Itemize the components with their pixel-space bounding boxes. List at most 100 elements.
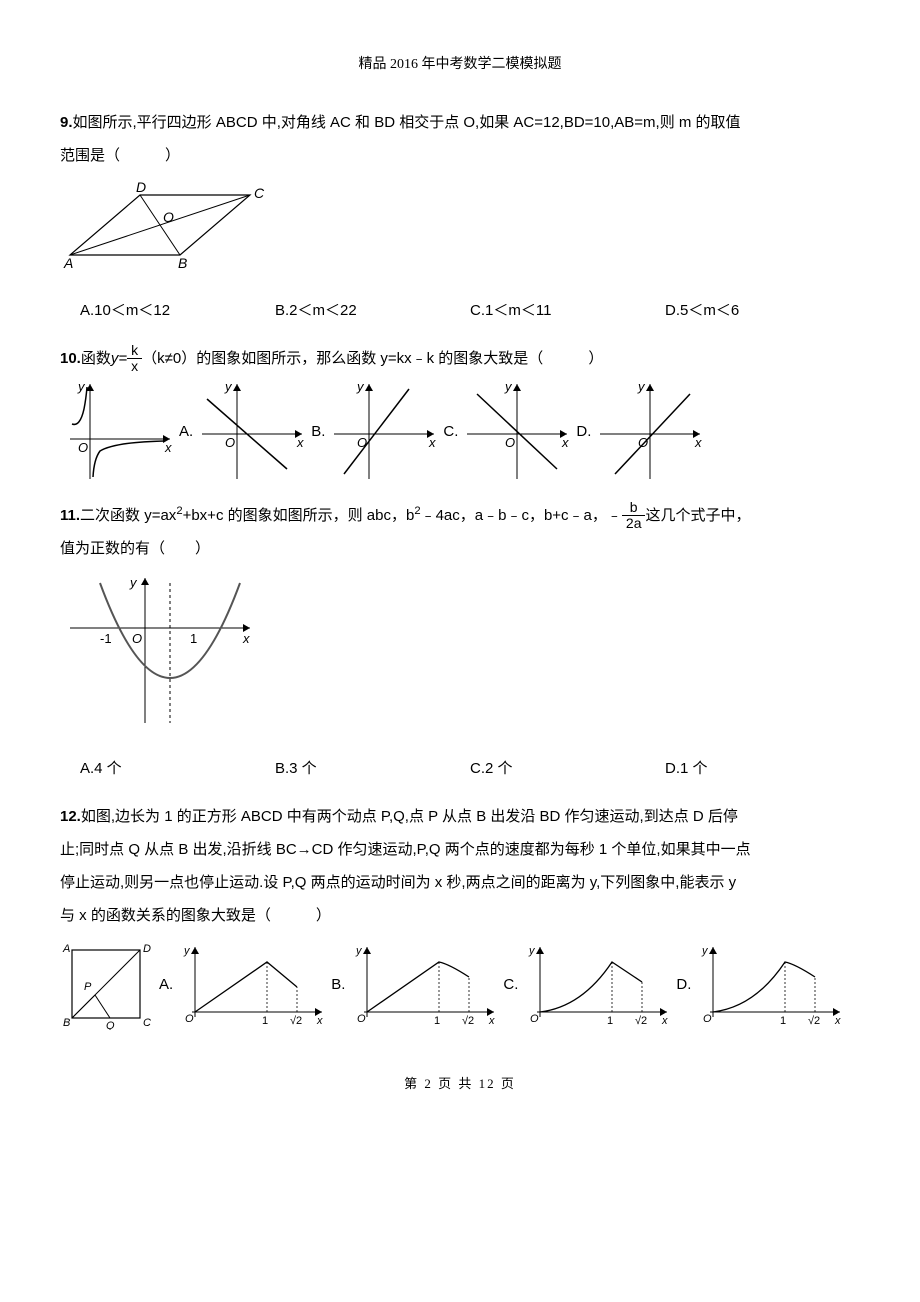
q12-option-d-graph: x y O 1 √2: [695, 942, 845, 1027]
svg-text:x: x: [316, 1015, 323, 1027]
svg-text:P: P: [84, 981, 92, 993]
svg-text:y: y: [356, 379, 365, 394]
q11-option-c: C.2 个: [470, 752, 665, 785]
svg-text:1: 1: [434, 1015, 440, 1027]
q12-line3: 停止运动,则另一点也停止运动.设 P,Q 两点的运动时间为 x 秒,两点之间的距…: [60, 866, 860, 899]
svg-text:O: O: [163, 209, 174, 225]
question-10: 10.函数y=kx（k≠0）的图象如图所示，那么函数 y=kx﹣k 的图象大致是…: [60, 342, 860, 484]
q10-mid: （k≠0）的图象如图所示，那么函数 y=kx﹣k 的图象大致是（ ）: [142, 350, 603, 367]
q12-option-a-graph: x y O 1 √2: [177, 942, 327, 1027]
page-header: 精品 2016 年中考数学二模模拟题: [60, 50, 860, 81]
q11-mid2: ﹣4ac，a﹣b﹣c，b+c﹣a，﹣: [421, 507, 622, 524]
parallelogram-figure: A B C D O: [60, 180, 270, 270]
svg-text:D: D: [136, 180, 146, 195]
q12-number: 12.: [60, 808, 81, 825]
q9-text: 如图所示,平行四边形 ABCD 中,对角线 AC 和 BD 相交于点 O,如果 …: [73, 114, 741, 131]
svg-text:Q: Q: [106, 1020, 115, 1030]
q12-opt-d-label: D.: [676, 968, 691, 1001]
svg-text:D: D: [143, 943, 151, 955]
q10-opt-c-label: C.: [443, 415, 458, 448]
q11-figure: x y O -1 1: [60, 573, 860, 740]
svg-text:1: 1: [780, 1015, 786, 1027]
q11-stem: 11.二次函数 y=ax2+bx+c 的图象如图所示，则 abc，b2﹣4ac，…: [60, 499, 860, 532]
svg-text:O: O: [357, 1013, 366, 1025]
svg-text:O: O: [505, 435, 515, 450]
q11-mid1: +bx+c 的图象如图所示，则 abc，b: [183, 507, 415, 524]
q12-opt-c-label: C.: [503, 968, 518, 1001]
q10-opt-a-label: A.: [179, 415, 193, 448]
svg-text:1: 1: [607, 1015, 613, 1027]
svg-text:y: y: [77, 379, 86, 394]
q12-option-c-graph: x y O 1 √2: [522, 942, 672, 1027]
q12-figures: A D B C P Q A. x y O 1 √2 B.: [60, 940, 860, 1030]
q11-option-b: B.3 个: [275, 752, 470, 785]
q9-option-d: D.5＜m＜6: [665, 294, 860, 327]
svg-text:√2: √2: [635, 1015, 647, 1027]
q10-option-d-graph: x y O: [595, 379, 705, 484]
q9-number: 9.: [60, 114, 73, 131]
svg-text:x: x: [296, 435, 304, 450]
svg-text:O: O: [78, 440, 88, 455]
svg-text:A: A: [62, 943, 70, 955]
svg-text:√2: √2: [290, 1015, 302, 1027]
svg-text:-1: -1: [100, 631, 112, 646]
svg-text:O: O: [357, 435, 367, 450]
q10-opt-d-label: D.: [576, 415, 591, 448]
svg-text:y: y: [637, 379, 646, 394]
q10-option-a-graph: x y O: [197, 379, 307, 484]
q11-option-a: A.4 个: [80, 752, 275, 785]
svg-text:√2: √2: [808, 1015, 820, 1027]
svg-text:x: x: [661, 1015, 668, 1027]
svg-text:y: y: [528, 945, 536, 957]
page-footer: 第 2 页 共 12 页: [60, 1070, 860, 1099]
q10-stem: 10.函数y=kx（k≠0）的图象如图所示，那么函数 y=kx﹣k 的图象大致是…: [60, 342, 860, 375]
q11-prefix: 二次函数 y=ax: [80, 507, 176, 524]
q10-fraction: kx: [127, 343, 142, 375]
q10-opt-b-label: B.: [311, 415, 325, 448]
q12-opt-b-label: B.: [331, 968, 345, 1001]
svg-text:O: O: [225, 435, 235, 450]
svg-text:O: O: [185, 1013, 194, 1025]
svg-text:B: B: [63, 1017, 70, 1029]
svg-text:O: O: [703, 1013, 712, 1025]
q11-fraction: b2a: [622, 500, 646, 532]
svg-text:x: x: [694, 435, 702, 450]
q12-option-b-graph: x y O 1 √2: [349, 942, 499, 1027]
q10-option-b-graph: x y O: [329, 379, 439, 484]
q9-option-b: B.2＜m＜22: [275, 294, 470, 327]
svg-text:C: C: [254, 185, 265, 201]
q9-options: A.10＜m＜12 B.2＜m＜22 C.1＜m＜11 D.5＜m＜6: [60, 294, 860, 327]
svg-text:y: y: [701, 945, 709, 957]
q12-square-figure: A D B C P Q: [60, 940, 155, 1030]
q9-option-c: C.1＜m＜11: [470, 294, 665, 327]
q11-number: 11.: [60, 507, 80, 524]
q10-option-c-graph: x y O: [462, 379, 572, 484]
q11-options: A.4 个 B.3 个 C.2 个 D.1 个: [60, 752, 860, 785]
svg-text:y: y: [355, 945, 363, 957]
svg-text:x: x: [834, 1015, 841, 1027]
q10-number: 10.: [60, 350, 81, 367]
svg-text:O: O: [132, 631, 142, 646]
svg-text:√2: √2: [462, 1015, 474, 1027]
parabola-figure: x y O -1 1: [60, 573, 260, 728]
svg-text:B: B: [178, 255, 187, 270]
q11-option-d: D.1 个: [665, 752, 860, 785]
q10-given-graph: x y O: [60, 379, 175, 484]
q10-figures: x y O A. x y O B. x y O C.: [60, 379, 860, 484]
q9-option-a: A.10＜m＜12: [80, 294, 275, 327]
question-9: 9.如图所示,平行四边形 ABCD 中,对角线 AC 和 BD 相交于点 O,如…: [60, 106, 860, 327]
svg-text:O: O: [530, 1013, 539, 1025]
question-11: 11.二次函数 y=ax2+bx+c 的图象如图所示，则 abc，b2﹣4ac，…: [60, 499, 860, 785]
q11-end: 这几个式子中，: [645, 507, 750, 524]
q12-text1: 如图,边长为 1 的正方形 ABCD 中有两个动点 P,Q,点 P 从点 B 出…: [81, 808, 738, 825]
svg-text:x: x: [428, 435, 436, 450]
svg-text:y: y: [504, 379, 513, 394]
svg-text:y: y: [183, 945, 191, 957]
svg-text:C: C: [143, 1017, 151, 1029]
svg-text:1: 1: [262, 1015, 268, 1027]
q12-opt-a-label: A.: [159, 968, 173, 1001]
q9-line2: 范围是（ ）: [60, 139, 860, 172]
svg-text:x: x: [242, 631, 250, 646]
svg-text:x: x: [164, 440, 172, 455]
svg-text:y: y: [129, 575, 138, 590]
